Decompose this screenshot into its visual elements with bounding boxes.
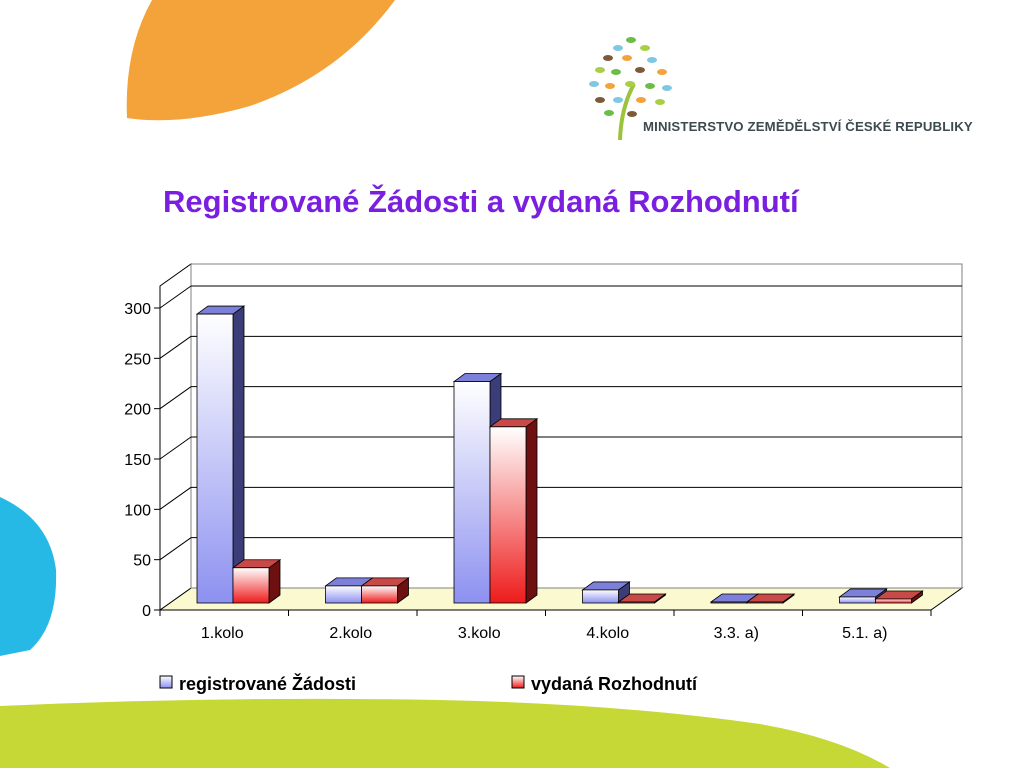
ministry-logo-text: MINISTERSTVO ZEMĚDĚLSTVÍ ČESKÉ REPUBLIKY	[643, 119, 973, 134]
bar-vydana	[488, 418, 539, 604]
orange-leaf-shape	[126, 0, 395, 121]
legend-label: vydaná Rozhodnutí	[531, 674, 698, 694]
y-tick-label: 50	[133, 553, 151, 570]
x-tick-label: 2.kolo	[329, 625, 372, 642]
bar-front	[489, 426, 527, 604]
bar-front	[361, 585, 398, 604]
bar-front	[325, 585, 362, 604]
x-tick-label: 3.kolo	[458, 625, 501, 642]
y-tick-label: 150	[124, 452, 151, 469]
bar-front	[196, 313, 234, 604]
chart-left-wall	[159, 263, 192, 611]
bar-registrovane	[581, 581, 631, 604]
x-tick-label: 3.3. a)	[714, 625, 759, 642]
legend-label: registrované Žádosti	[179, 673, 356, 694]
gridline	[159, 335, 192, 359]
bar-front	[875, 598, 912, 604]
bar-vydana	[231, 558, 282, 604]
bar-side	[232, 305, 245, 604]
bar-front	[839, 596, 876, 604]
bar-front	[232, 567, 270, 604]
cyan-leaf-shape	[0, 497, 57, 656]
bar-registrovane	[195, 305, 246, 604]
bar-vydana	[745, 593, 796, 604]
bar-vydana	[360, 577, 410, 604]
bar-vydana	[617, 593, 667, 604]
y-tick-label: 100	[124, 502, 151, 519]
lime-band-shape	[0, 698, 890, 768]
bar-front	[746, 601, 784, 604]
gridline	[159, 486, 192, 510]
y-tick-label: 0	[142, 603, 151, 620]
y-tick-label: 200	[124, 402, 151, 419]
gridline	[159, 436, 192, 460]
bar-front	[618, 601, 655, 604]
bar-front	[710, 601, 748, 604]
gridline	[159, 537, 192, 561]
chart-back-wall	[190, 263, 963, 589]
bar-vydana	[874, 590, 924, 604]
chart-title: Registrované Žádosti a vydaná Rozhodnutí	[163, 184, 799, 219]
bar-front	[582, 589, 619, 604]
x-tick-label: 4.kolo	[586, 625, 629, 642]
bar-side	[525, 418, 538, 604]
y-tick-label: 250	[124, 351, 151, 368]
gridline	[159, 386, 192, 410]
gridline	[159, 285, 192, 309]
y-tick-label: 300	[124, 301, 151, 318]
legend-swatch	[159, 675, 173, 689]
x-tick-label: 5.1. a)	[842, 625, 887, 642]
legend-swatch	[511, 675, 525, 689]
x-tick-label: 1.kolo	[201, 625, 244, 642]
tree-logo-icon	[589, 37, 672, 141]
bar-front	[453, 381, 491, 604]
